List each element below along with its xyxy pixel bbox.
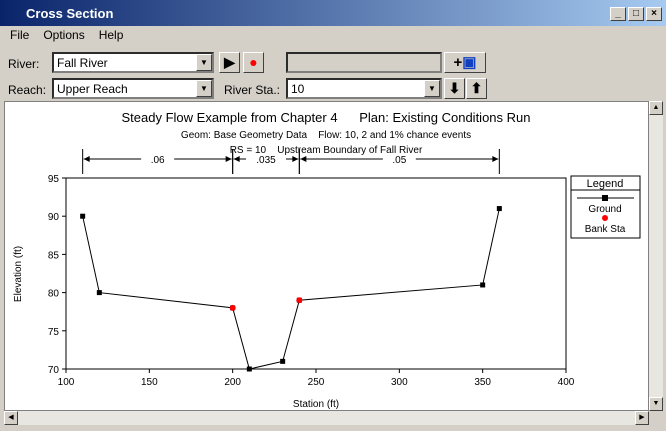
n-arrow-head [233,156,240,162]
add-camera-button[interactable]: +▣ [444,52,486,73]
legend-bank-label: Bank Sta [585,224,626,235]
next-down-button[interactable]: ⬇ [444,78,465,99]
vertical-scrollbar[interactable]: ▲ ▼ [649,101,663,411]
n-arrow-head [225,156,232,162]
x-tick-label: 100 [58,377,75,388]
chart-subtitle-2: RS = 10 Upstream Boundary of Fall River [230,145,423,156]
bank-station-point [296,297,303,304]
n-arrow-head [300,156,307,162]
text-box[interactable] [286,52,442,73]
y-tick-label: 75 [48,327,60,338]
window-title: Cross Section [26,6,114,21]
mannings-n-label: .06 [151,155,165,166]
chevron-down-icon[interactable]: ▼ [424,80,440,97]
ground-point [480,282,486,288]
n-arrow-head [292,156,299,162]
y-tick-label: 90 [48,212,60,223]
y-tick-label: 85 [48,250,60,261]
scroll-left-arrow[interactable]: ◀ [4,411,18,425]
ground-point [246,366,252,372]
river-sta-value: 10 [291,82,305,96]
mannings-n-label: .05 [392,155,406,166]
reach-label: Reach: [8,83,47,97]
river-value: Fall River [57,56,108,70]
legend-bank-marker [602,215,608,221]
legend-ground-label: Ground [588,204,621,215]
river-label: River: [8,57,40,71]
scroll-up-arrow[interactable]: ▲ [649,101,663,115]
legend: Legend Ground Bank Sta [570,175,641,239]
x-tick-label: 150 [141,377,158,388]
plot-area: Steady Flow Example from Chapter 4 Plan:… [4,101,649,411]
y-tick-label: 95 [48,174,60,185]
legend-title: Legend [587,178,624,190]
menu-bar: File Options Help [10,28,123,42]
chart-subtitle-1: Geom: Base Geometry Data Flow: 10, 2 and… [181,130,471,141]
chevron-down-icon[interactable]: ▼ [196,80,212,97]
record-button[interactable]: ● [243,52,264,73]
n-arrow-head [492,156,499,162]
maximize-button[interactable]: □ [628,7,644,21]
chevron-down-icon[interactable]: ▼ [196,54,212,71]
ground-point [280,358,286,364]
bank-station-point [229,304,236,311]
ground-point [496,206,502,212]
plot-frame [65,177,567,370]
x-tick-label: 300 [391,377,408,388]
x-tick-label: 400 [558,377,575,388]
chart-title: Steady Flow Example from Chapter 4 Plan:… [122,110,531,125]
y-axis-label: Elevation (ft) [13,246,24,302]
x-tick-label: 250 [308,377,325,388]
reach-select[interactable]: Upper Reach ▼ [52,78,214,99]
ground-line [82,208,500,370]
cross-section-chart: Steady Flow Example from Chapter 4 Plan:… [13,110,641,410]
legend-ground-marker [602,195,608,201]
close-button[interactable]: × [646,7,662,21]
ground-point [96,290,102,296]
ground-point [80,213,86,219]
x-tick-label: 200 [224,377,241,388]
n-arrow-head [83,156,90,162]
river-sta-label: River Sta.: [224,83,281,97]
title-bar: Cross Section _ □ × [0,0,666,26]
horizontal-scrollbar[interactable]: ◀ ▶ [4,411,649,425]
x-tick-label: 350 [474,377,491,388]
play-button[interactable]: ▶ [219,52,240,73]
river-select[interactable]: Fall River ▼ [52,52,214,73]
menu-file[interactable]: File [10,28,30,42]
scroll-down-arrow[interactable]: ▼ [649,397,663,411]
camera-icon: ▣ [462,54,477,71]
mannings-n-label: .035 [256,155,276,166]
next-up-button[interactable]: ⬆ [466,78,487,99]
y-tick-label: 70 [48,365,60,376]
reach-value: Upper Reach [57,82,128,96]
x-axis-label: Station (ft) [293,399,339,410]
y-tick-label: 80 [48,289,60,300]
scroll-right-arrow[interactable]: ▶ [635,411,649,425]
minimize-button[interactable]: _ [610,7,626,21]
menu-help[interactable]: Help [98,28,124,42]
river-sta-select[interactable]: 10 ▼ [286,78,442,99]
menu-options[interactable]: Options [43,28,85,42]
